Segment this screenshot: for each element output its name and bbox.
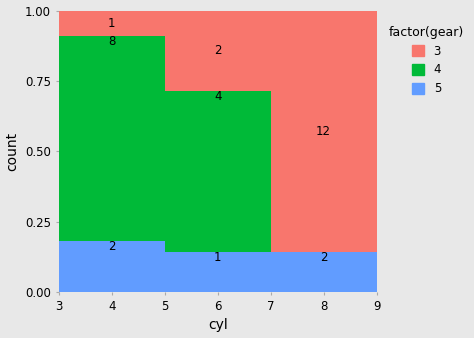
Bar bbox=[59, 241, 164, 292]
Text: 12: 12 bbox=[316, 125, 331, 138]
Legend: 3, 4, 5: 3, 4, 5 bbox=[386, 22, 468, 99]
Y-axis label: count: count bbox=[6, 132, 19, 171]
Bar bbox=[164, 252, 271, 292]
Text: 1: 1 bbox=[214, 251, 221, 264]
Text: 2: 2 bbox=[320, 251, 328, 264]
Bar bbox=[164, 91, 271, 252]
Bar bbox=[164, 10, 271, 91]
Bar bbox=[271, 10, 376, 252]
Text: 2: 2 bbox=[108, 240, 116, 253]
Bar bbox=[271, 252, 376, 292]
Text: 2: 2 bbox=[214, 44, 221, 57]
Text: 1: 1 bbox=[108, 17, 116, 30]
Text: 4: 4 bbox=[214, 90, 221, 103]
Text: 8: 8 bbox=[108, 35, 115, 48]
Bar bbox=[59, 10, 164, 36]
X-axis label: cyl: cyl bbox=[208, 318, 228, 333]
Bar bbox=[59, 36, 164, 241]
